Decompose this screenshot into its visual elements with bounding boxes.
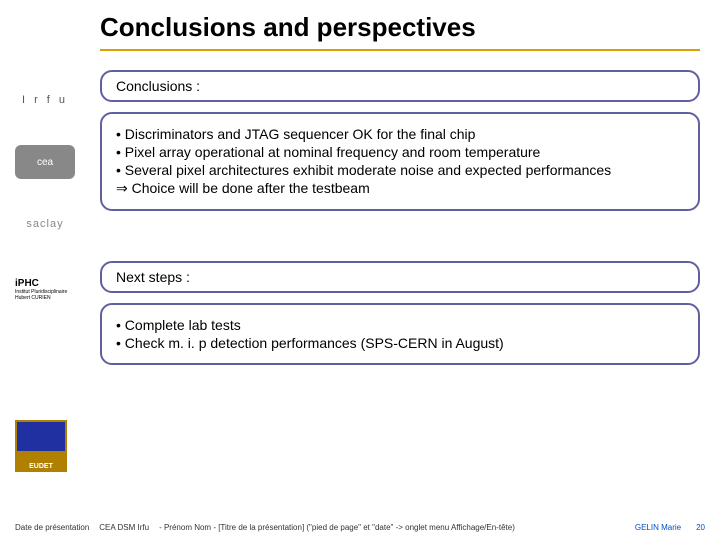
page-title: Conclusions and perspectives [100,12,700,51]
conclusions-body-box: • Discriminators and JTAG sequencer OK f… [100,112,700,211]
saclay-logo: saclay [15,209,75,239]
eudet-logo-text: EUDET [29,463,53,470]
conclusions-bullet: • Pixel array operational at nominal fre… [116,144,684,160]
conclusions-header-box: Conclusions : [100,70,700,102]
nextsteps-bullet: • Complete lab tests [116,317,684,333]
main-content: Conclusions : • Discriminators and JTAG … [100,70,700,375]
nextsteps-header-text: Next steps : [116,269,190,285]
nextsteps-header-box: Next steps : [100,261,700,293]
footer: Date de présentation CEA DSM Irfu - Prén… [0,523,720,532]
conclusions-bullet: • Several pixel architectures exhibit mo… [116,162,684,178]
footer-date: Date de présentation [15,523,89,532]
footer-org: CEA DSM Irfu [99,523,149,532]
footer-page: 20 [696,523,705,532]
footer-meta: - Prénom Nom - [Titre de la présentation… [159,523,635,532]
spacer [100,221,700,261]
nextsteps-body-box: • Complete lab tests • Check m. i. p det… [100,303,700,365]
conclusions-header-text: Conclusions : [116,78,200,94]
logo-sidebar: I r f u cea saclay iPHC Institut Pluridi… [15,85,80,309]
nextsteps-bullet: • Check m. i. p detection performances (… [116,335,684,351]
cea-logo: cea [15,145,75,179]
irfu-logo: I r f u [15,85,75,115]
iphc-logo-subtext: Institut Pluridisciplinaire Hubert CURIE… [15,289,75,301]
iphc-logo: iPHC Institut Pluridisciplinaire Hubert … [15,269,75,309]
footer-author: GELIN Marie [635,523,681,532]
conclusions-bullet: ⇒ Choice will be done after the testbeam [116,180,684,197]
conclusions-bullet: • Discriminators and JTAG sequencer OK f… [116,126,684,142]
iphc-logo-text: iPHC [15,278,39,289]
eudet-logo: EUDET [15,420,67,472]
